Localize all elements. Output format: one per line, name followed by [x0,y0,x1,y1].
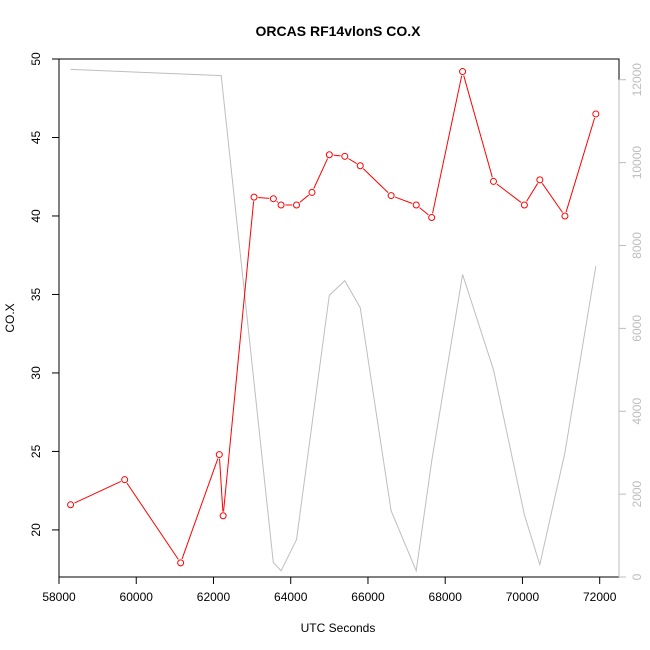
y2-axis: 0 2000 4000 6000 8000 10000 12000 [618,63,644,580]
x-axis-label: UTC Seconds [301,621,376,635]
y2-tick-label: 0 [630,573,644,580]
series-segment [394,196,413,204]
series-layer [67,68,600,573]
x-tick-label: 68000 [429,590,463,604]
series-segment [362,168,389,194]
series-segment [299,194,310,203]
x-tick-label: 70000 [506,590,540,604]
series-segment [126,482,179,560]
y-tick-label: 50 [29,52,43,66]
y2-tick-label: 8000 [630,232,644,259]
data-point [269,195,277,203]
plot-frame [58,58,620,578]
data-point [387,192,395,200]
data-point [277,201,285,209]
data-point [536,176,544,184]
data-point [67,501,75,509]
data-point [412,201,420,209]
y-tick-label: 20 [29,523,43,537]
data-point [592,110,600,118]
series-segment [348,158,357,164]
y-tick-label: 40 [29,209,43,223]
data-point [489,177,497,185]
y2-tick-label: 4000 [630,398,644,425]
series-line-right [70,68,597,573]
series-segment [74,480,122,504]
series-segment [496,183,522,203]
data-point [219,512,227,520]
data-point [250,193,258,201]
y-axis-label: CO.X [3,303,17,332]
y-tick-label: 45 [29,130,43,144]
series-segment [432,75,463,214]
y2-tick-label: 12000 [630,63,644,97]
series-segment [219,458,224,512]
y-tick-label: 35 [29,287,43,301]
x-tick-label: 64000 [274,590,308,604]
series-segment [258,196,270,199]
x-tick-label: 58000 [42,590,76,604]
series-segment [526,183,539,202]
series-segment [463,75,493,178]
data-point [215,451,223,459]
data-point [459,68,467,76]
data-point [121,476,129,484]
y2-tick-label: 2000 [630,480,644,507]
chart-title: ORCAS RF14vlonS CO.X [256,23,422,39]
series-segment [313,158,329,189]
x-axis: 58000 60000 62000 64000 66000 68000 70000 72000 [42,576,617,604]
x-tick-label: 62000 [197,590,231,604]
data-point [177,559,185,567]
data-point [356,162,364,170]
series-segment [565,117,596,213]
y2-tick-label: 10000 [630,146,644,180]
data-point [520,201,528,209]
x-tick-label: 60000 [120,590,154,604]
x-tick-label: 66000 [351,590,385,604]
data-point [308,188,316,196]
y-tick-label: 25 [29,444,43,458]
data-point [293,201,301,209]
series-segment [419,207,429,216]
y-tick-label: 30 [29,366,43,380]
data-point [325,151,333,159]
series-segment [223,201,255,512]
series-segment [276,200,279,203]
y-axis: 20 25 30 35 40 45 50 [29,52,60,537]
data-point [561,212,569,220]
series-segment [181,458,219,560]
series-segment [541,183,563,213]
data-point [428,214,436,222]
x-tick-label: 72000 [583,590,617,604]
series-segment [333,154,341,157]
y2-tick-label: 6000 [630,315,644,342]
data-point [341,152,349,160]
